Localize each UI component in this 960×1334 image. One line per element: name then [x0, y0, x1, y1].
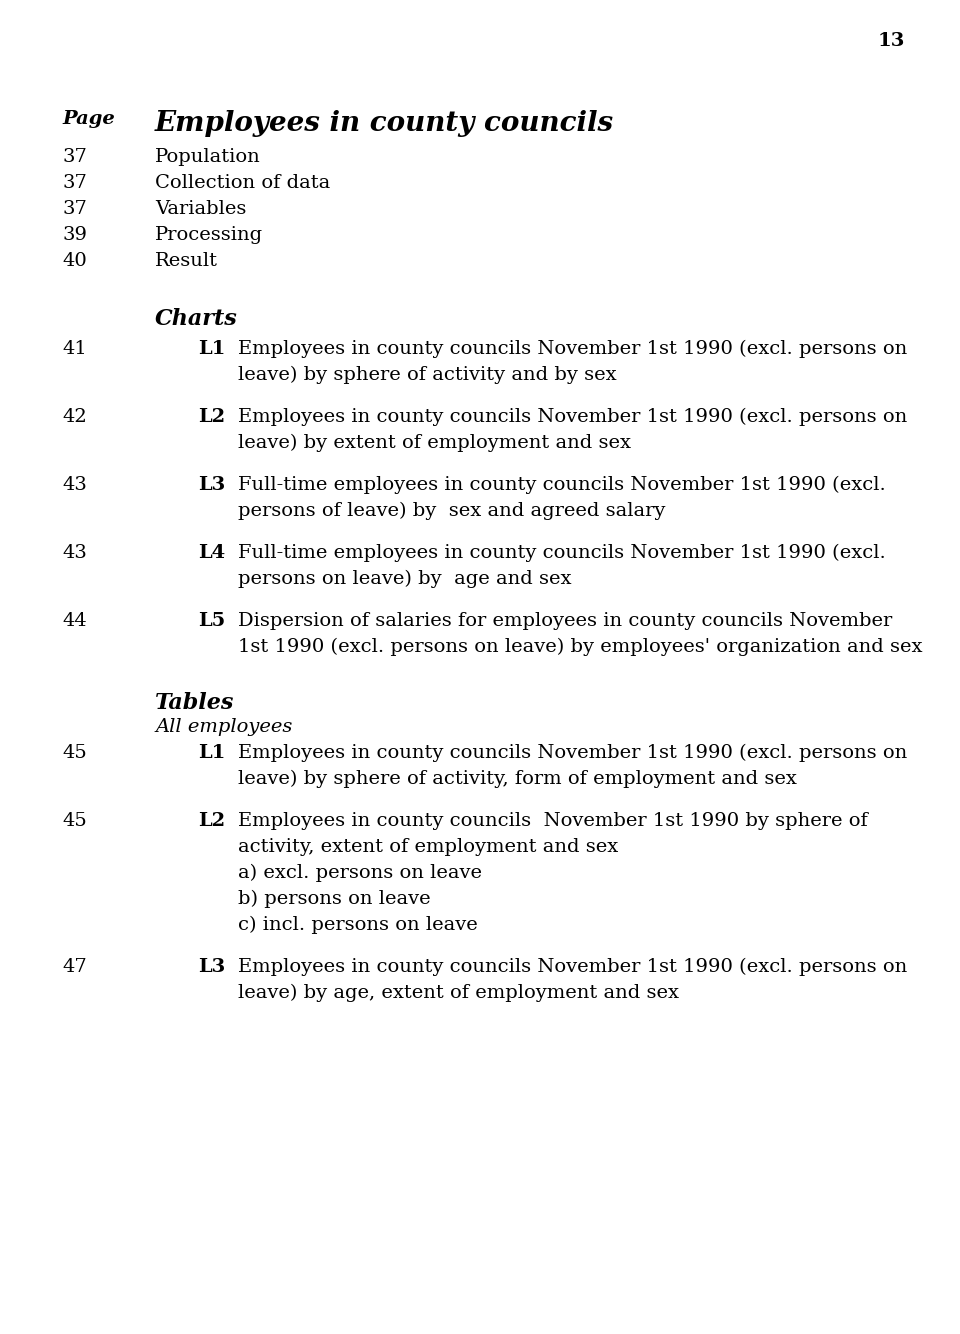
Text: 37: 37: [62, 173, 86, 192]
Text: Employees in county councils  November 1st 1990 by sphere of: Employees in county councils November 1s…: [238, 812, 868, 830]
Text: L4: L4: [198, 544, 226, 562]
Text: Processing: Processing: [155, 225, 263, 244]
Text: L1: L1: [198, 744, 226, 762]
Text: 43: 43: [62, 476, 86, 494]
Text: Population: Population: [155, 148, 261, 165]
Text: Result: Result: [155, 252, 218, 269]
Text: leave) by sphere of activity, form of employment and sex: leave) by sphere of activity, form of em…: [238, 770, 797, 788]
Text: 45: 45: [62, 812, 86, 830]
Text: 47: 47: [62, 958, 86, 976]
Text: 37: 37: [62, 200, 86, 217]
Text: Full-time employees in county councils November 1st 1990 (excl.: Full-time employees in county councils N…: [238, 476, 886, 495]
Text: 43: 43: [62, 544, 86, 562]
Text: c) incl. persons on leave: c) incl. persons on leave: [238, 916, 478, 934]
Text: Charts: Charts: [155, 308, 238, 329]
Text: 44: 44: [62, 612, 86, 630]
Text: L3: L3: [198, 476, 226, 494]
Text: activity, extent of employment and sex: activity, extent of employment and sex: [238, 838, 618, 856]
Text: Collection of data: Collection of data: [155, 173, 330, 192]
Text: L3: L3: [198, 958, 226, 976]
Text: Full-time employees in county councils November 1st 1990 (excl.: Full-time employees in county councils N…: [238, 544, 886, 562]
Text: Employees in county councils November 1st 1990 (excl. persons on: Employees in county councils November 1s…: [238, 408, 907, 427]
Text: L1: L1: [198, 340, 226, 358]
Text: 13: 13: [877, 32, 905, 49]
Text: All employees: All employees: [155, 718, 293, 736]
Text: leave) by age, extent of employment and sex: leave) by age, extent of employment and …: [238, 984, 679, 1002]
Text: b) persons on leave: b) persons on leave: [238, 890, 431, 908]
Text: L2: L2: [198, 408, 226, 426]
Text: 37: 37: [62, 148, 86, 165]
Text: Dispersion of salaries for employees in county councils November: Dispersion of salaries for employees in …: [238, 612, 892, 630]
Text: Employees in county councils November 1st 1990 (excl. persons on: Employees in county councils November 1s…: [238, 340, 907, 359]
Text: 41: 41: [62, 340, 86, 358]
Text: Employees in county councils November 1st 1990 (excl. persons on: Employees in county councils November 1s…: [238, 958, 907, 976]
Text: leave) by sphere of activity and by sex: leave) by sphere of activity and by sex: [238, 366, 616, 384]
Text: Employees in county councils: Employees in county councils: [155, 109, 614, 137]
Text: Tables: Tables: [155, 692, 234, 714]
Text: Variables: Variables: [155, 200, 247, 217]
Text: L2: L2: [198, 812, 226, 830]
Text: a) excl. persons on leave: a) excl. persons on leave: [238, 864, 482, 882]
Text: 39: 39: [62, 225, 87, 244]
Text: persons on leave) by  age and sex: persons on leave) by age and sex: [238, 570, 571, 588]
Text: Employees in county councils November 1st 1990 (excl. persons on: Employees in county councils November 1s…: [238, 744, 907, 762]
Text: leave) by extent of employment and sex: leave) by extent of employment and sex: [238, 434, 631, 452]
Text: Page: Page: [62, 109, 115, 128]
Text: 45: 45: [62, 744, 86, 762]
Text: 40: 40: [62, 252, 86, 269]
Text: persons of leave) by  sex and agreed salary: persons of leave) by sex and agreed sala…: [238, 502, 665, 520]
Text: L5: L5: [198, 612, 226, 630]
Text: 42: 42: [62, 408, 86, 426]
Text: 1st 1990 (excl. persons on leave) by employees' organization and sex: 1st 1990 (excl. persons on leave) by emp…: [238, 638, 923, 656]
